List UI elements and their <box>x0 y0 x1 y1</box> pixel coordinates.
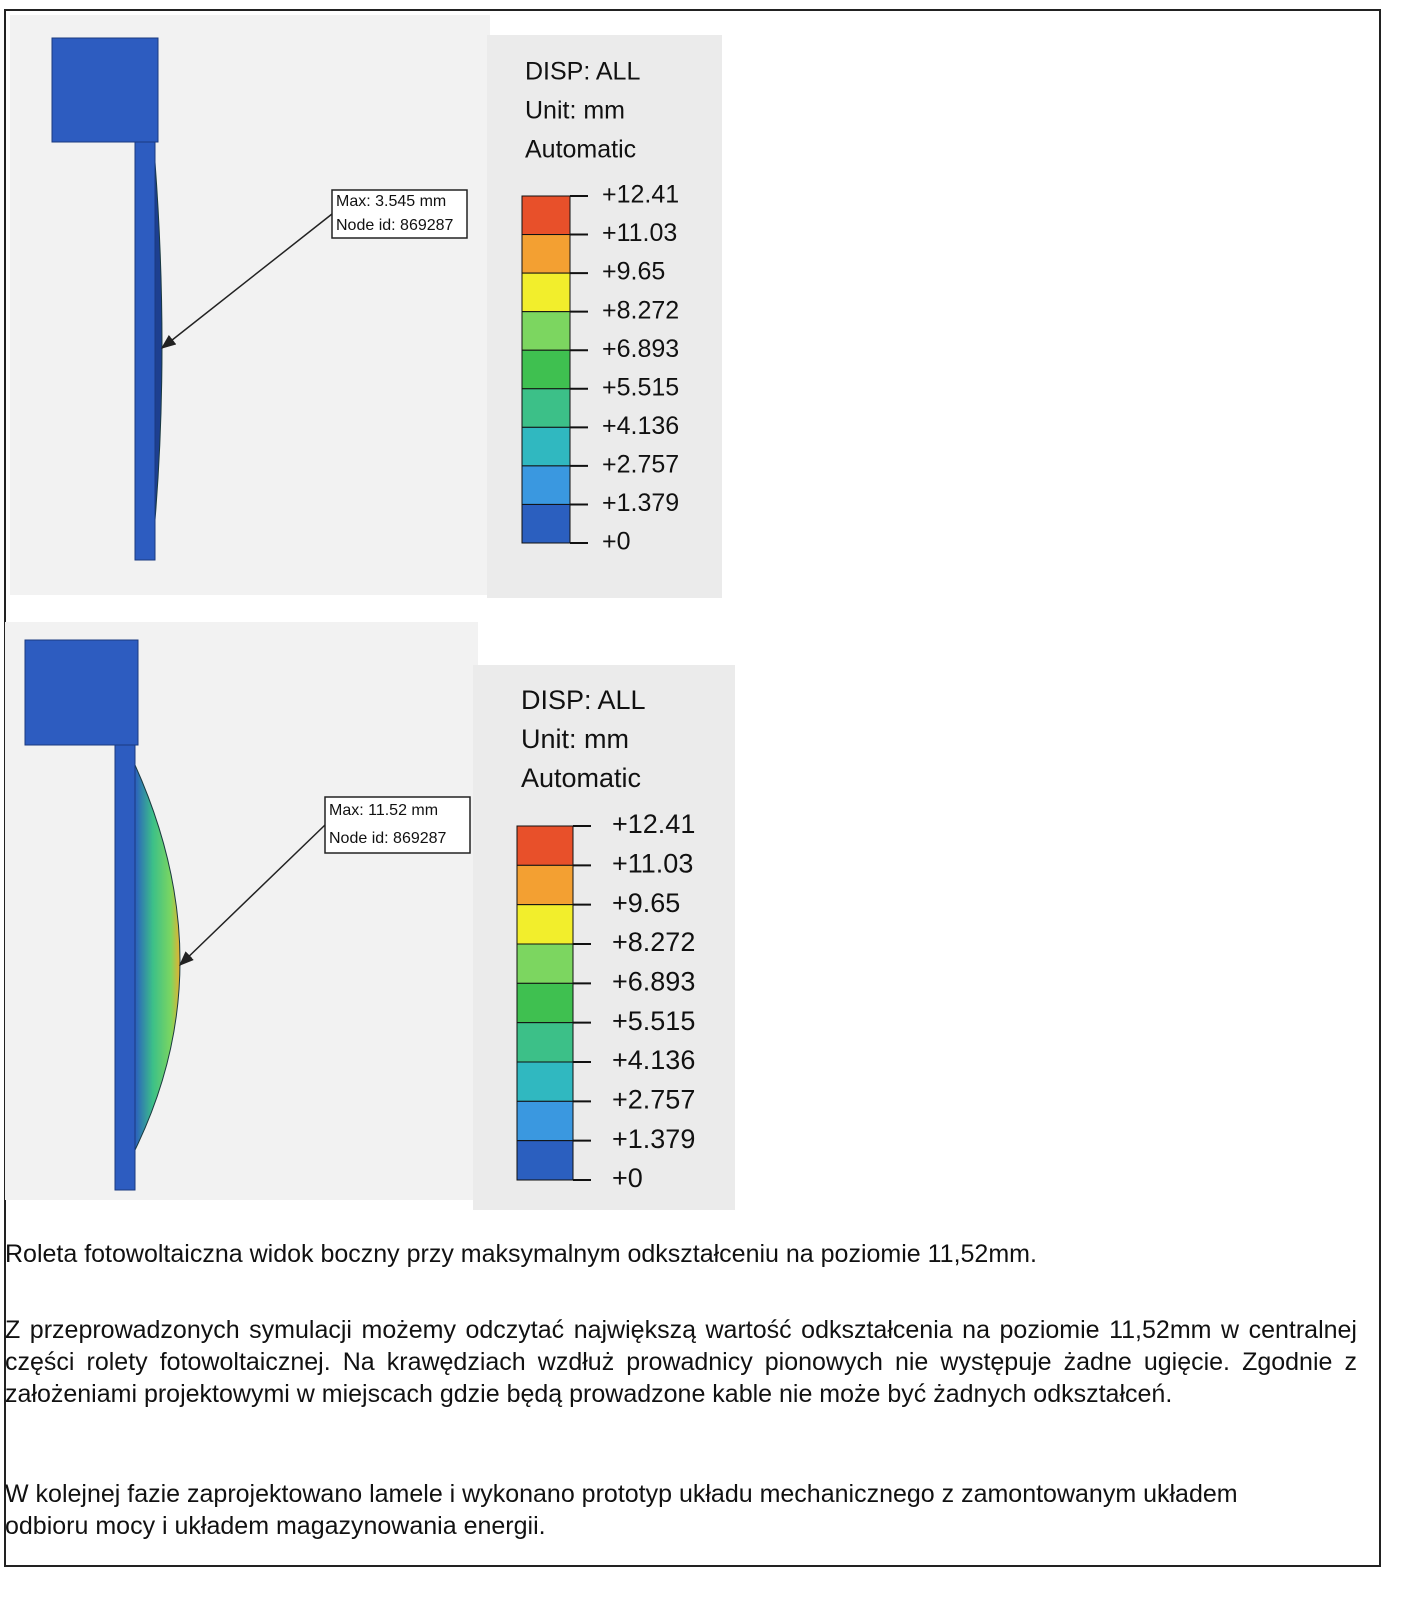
annotation-text: Node id: 869287 <box>336 217 454 234</box>
legend-label: +6.893 <box>602 335 679 363</box>
legend-label: +11.03 <box>602 219 677 247</box>
legend-swatch <box>522 504 570 543</box>
legend-title: Unit: mm <box>525 97 625 125</box>
legend-swatch <box>522 235 570 274</box>
legend-label: +9.65 <box>602 258 665 286</box>
legend-label: +1.379 <box>612 1124 695 1154</box>
annotation-text: Max: 3.545 mm <box>336 193 446 210</box>
page: DISP: ALL Unit: mm Automatic +12.41 +11.03 +9… <box>0 0 1410 1599</box>
legend-label: +5.515 <box>602 373 679 401</box>
annotation-text: Max: 11.52 mm <box>329 802 438 819</box>
legend-swatch <box>522 389 570 428</box>
caption: Roleta fotowoltaiczna widok boczny przy … <box>5 1238 1037 1270</box>
legend-swatch <box>517 944 573 983</box>
legend-label: +11.03 <box>612 848 693 878</box>
legend-swatch <box>522 196 570 235</box>
legend-label: +4.136 <box>602 412 679 440</box>
legend-swatch <box>522 312 570 351</box>
legend-swatch <box>517 905 573 944</box>
legend-title: DISP: ALL <box>521 685 646 715</box>
mesh-strip <box>115 745 135 1190</box>
legend-swatch <box>522 350 570 389</box>
legend-swatch <box>517 1062 573 1101</box>
legend-label: +1.379 <box>602 489 679 517</box>
legend-title: DISP: ALL <box>525 58 640 86</box>
legend-label: +0 <box>612 1163 643 1193</box>
legend-swatch <box>517 1023 573 1062</box>
paragraph: W kolejnej fazie zaprojektowano lamele i… <box>5 1478 1325 1542</box>
legend-label: +8.272 <box>612 927 695 957</box>
legend-label: +2.757 <box>612 1084 695 1114</box>
legend-label: +12.41 <box>612 809 695 839</box>
legend-label: +4.136 <box>612 1045 695 1075</box>
legend-swatch <box>517 865 573 904</box>
legend-label: +5.515 <box>612 1006 695 1036</box>
legend-swatch <box>517 1141 573 1180</box>
legend-swatch <box>517 1101 573 1140</box>
mesh-strip <box>135 142 155 560</box>
legend-label: +2.757 <box>602 450 679 478</box>
mesh-block <box>25 640 138 745</box>
legend-swatch <box>517 826 573 865</box>
legend-title: Automatic <box>521 763 641 793</box>
legend-swatch <box>522 273 570 312</box>
legend-swatch <box>522 466 570 505</box>
legend-label: +0 <box>602 528 631 556</box>
mesh-block <box>52 38 158 142</box>
legend-label: +12.41 <box>602 181 679 209</box>
legend-swatch <box>517 983 573 1022</box>
legend-label: +6.893 <box>612 966 695 996</box>
annotation-text: Node id: 869287 <box>329 830 447 847</box>
legend-label: +9.65 <box>612 888 680 918</box>
legend-title: Automatic <box>525 136 636 164</box>
legend-title: Unit: mm <box>521 724 629 754</box>
paragraph: Z przeprowadzonych symulacji możemy odcz… <box>5 1314 1357 1410</box>
legend-label: +8.272 <box>602 296 679 324</box>
legend-swatch <box>522 427 570 466</box>
